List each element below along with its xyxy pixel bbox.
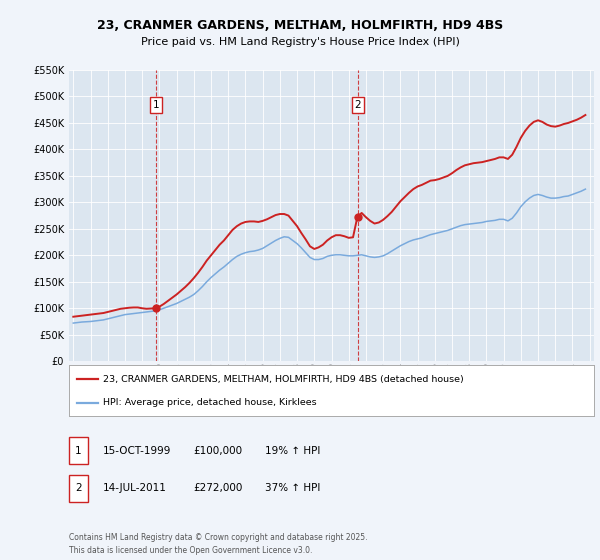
Text: 37% ↑ HPI: 37% ↑ HPI <box>265 483 320 493</box>
Text: 2: 2 <box>75 483 82 493</box>
Text: Contains HM Land Registry data © Crown copyright and database right 2025.
This d: Contains HM Land Registry data © Crown c… <box>69 533 367 556</box>
Text: 14-JUL-2011: 14-JUL-2011 <box>103 483 167 493</box>
Text: 1: 1 <box>152 100 159 110</box>
Text: Price paid vs. HM Land Registry's House Price Index (HPI): Price paid vs. HM Land Registry's House … <box>140 37 460 47</box>
Text: 19% ↑ HPI: 19% ↑ HPI <box>265 446 320 456</box>
Text: HPI: Average price, detached house, Kirklees: HPI: Average price, detached house, Kirk… <box>103 398 317 408</box>
Text: £272,000: £272,000 <box>193 483 242 493</box>
Text: £100,000: £100,000 <box>193 446 242 456</box>
Text: 1: 1 <box>75 446 82 456</box>
Text: 15-OCT-1999: 15-OCT-1999 <box>103 446 172 456</box>
Text: 2: 2 <box>355 100 361 110</box>
Text: 23, CRANMER GARDENS, MELTHAM, HOLMFIRTH, HD9 4BS (detached house): 23, CRANMER GARDENS, MELTHAM, HOLMFIRTH,… <box>103 375 464 384</box>
Text: 23, CRANMER GARDENS, MELTHAM, HOLMFIRTH, HD9 4BS: 23, CRANMER GARDENS, MELTHAM, HOLMFIRTH,… <box>97 18 503 32</box>
